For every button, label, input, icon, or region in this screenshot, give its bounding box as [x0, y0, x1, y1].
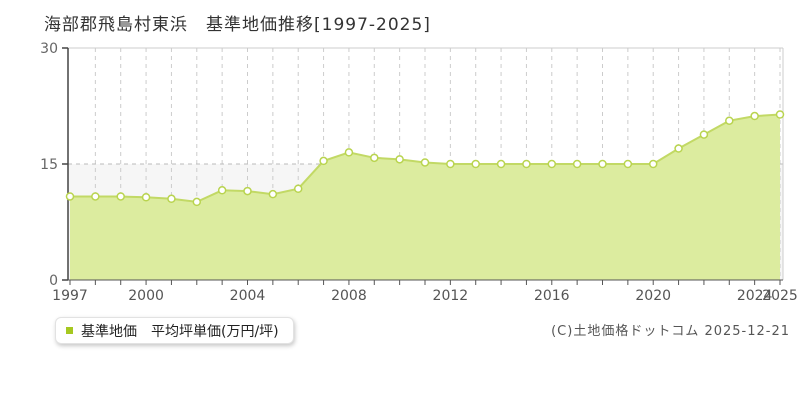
x-tick-label: 1997: [52, 288, 88, 304]
data-point-2020: [648, 159, 658, 169]
data-point-2018: [598, 159, 607, 169]
data-point-2025: [775, 110, 785, 119]
data-point-2003: [217, 186, 227, 195]
data-point-2021: [674, 144, 683, 153]
data-point-2023: [725, 116, 734, 125]
data-point-2016: [547, 159, 557, 169]
data-point-2006: [293, 184, 303, 193]
y-tick-label: 30: [40, 41, 58, 57]
data-point-2008: [344, 148, 354, 157]
legend-square-icon: [66, 327, 73, 334]
y-tick-label: 15: [40, 157, 58, 173]
copyright-text: (C)土地価格ドットコム 2025-12-21: [551, 324, 790, 339]
data-point-2005: [268, 189, 278, 199]
legend-label: 基準地価 平均坪単価(万円/坪): [81, 323, 279, 340]
data-point-1998: [91, 192, 100, 201]
data-point-2000: [141, 193, 151, 202]
data-point-2010: [395, 155, 404, 164]
chart-title: 海部郡飛島村東浜 基準地価推移[1997-2025]: [44, 15, 431, 35]
data-point-2002: [192, 197, 202, 207]
data-point-2014: [496, 159, 506, 169]
data-point-2022: [699, 130, 709, 139]
x-tick-label: 2016: [534, 288, 570, 304]
x-tick-label: 2020: [635, 288, 671, 304]
x-tick-label: 2008: [331, 288, 367, 304]
data-point-2011: [420, 158, 430, 167]
x-tick-label: 2000: [128, 288, 164, 304]
data-point-2001: [167, 194, 176, 204]
price-trend-chart: 0 15 30 1997 2000 2004 2008 2012 2016 2020 2024202…: [40, 41, 798, 304]
data-point-1999: [116, 192, 125, 201]
y-tick-label: 0: [49, 273, 58, 289]
x-tick-label: 2012: [433, 288, 469, 304]
data-point-1997: [65, 192, 75, 201]
data-point-2009: [370, 153, 379, 163]
data-point-2015: [522, 159, 531, 169]
data-point-2019: [623, 159, 633, 169]
data-point-2012: [446, 159, 455, 169]
data-point-2013: [471, 159, 480, 169]
data-point-2024: [750, 111, 759, 121]
data-point-2007: [319, 156, 328, 166]
x-tick-label: 2025: [762, 288, 798, 304]
data-point-2017: [572, 159, 582, 169]
area-fill: [70, 114, 780, 280]
data-point-2004: [243, 186, 252, 196]
legend: 基準地価 平均坪単価(万円/坪): [55, 317, 294, 344]
x-tick-label: 2004: [230, 288, 266, 304]
x-tick-label: 2024: [737, 288, 773, 304]
